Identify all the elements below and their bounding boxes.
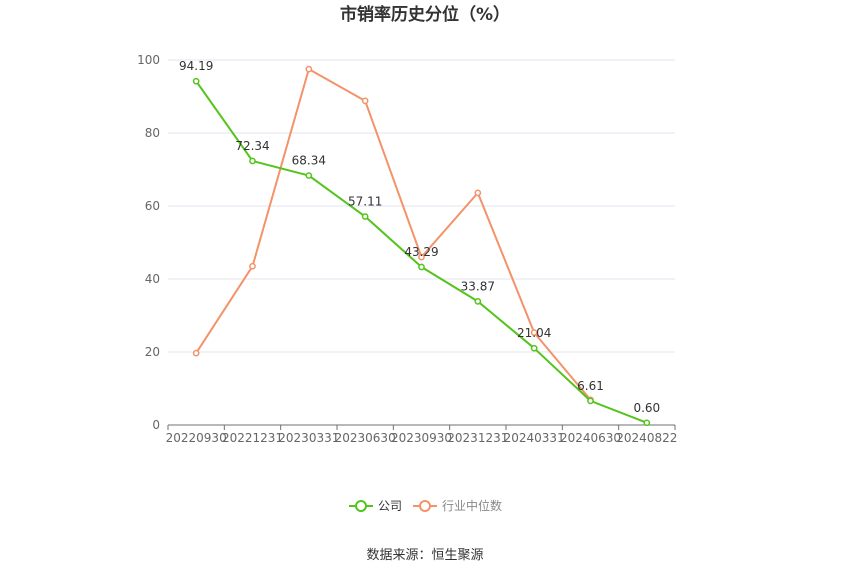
y-tick-label: 100 <box>137 53 160 67</box>
company-point <box>192 77 200 85</box>
x-tick-label: 20220930 <box>166 431 227 445</box>
grid-lines <box>168 59 675 353</box>
x-tick-label: 20230630 <box>335 431 396 445</box>
data-label: 72.34 <box>235 139 269 153</box>
data-label: 57.11 <box>348 195 382 209</box>
y-tick-label: 60 <box>145 199 160 213</box>
company-point <box>305 172 313 179</box>
company-point <box>418 263 425 271</box>
data-label: 6.61 <box>577 379 604 393</box>
y-tick-label: 0 <box>152 418 160 432</box>
data-label: 94.19 <box>179 59 213 73</box>
company-point <box>361 213 369 220</box>
chart-title: 市销率历史分位（%） <box>340 4 510 25</box>
x-tick-label: 20221231 <box>222 431 283 445</box>
x-tick-label: 20240630 <box>560 431 621 445</box>
legend-industry-label: 行业中位数 <box>442 498 502 513</box>
industry-point <box>418 253 425 261</box>
x-tick-label: 20230331 <box>278 431 339 445</box>
data-label: 0.60 <box>633 401 660 415</box>
industry-point <box>192 349 200 357</box>
y-tick-label: 80 <box>145 126 160 140</box>
data-label: 21.04 <box>517 326 551 340</box>
y-tick-label: 20 <box>145 345 160 359</box>
industry-point <box>530 329 538 337</box>
legend-company-marker <box>355 500 367 512</box>
industry-median-line <box>195 68 592 401</box>
data-label: 43.29 <box>404 245 438 259</box>
company-point <box>643 419 651 427</box>
industry-point <box>474 189 482 197</box>
data-label: 33.87 <box>461 279 495 293</box>
y-tick-label: 40 <box>145 272 160 286</box>
industry-point <box>249 262 256 270</box>
x-tick-label: 20240822 <box>616 431 677 445</box>
series-layer: 94.19 72.34 68.34 57.11 43.29 33.87 21.04 6.61 0… <box>179 59 660 427</box>
company-point <box>587 397 594 405</box>
legend-company-label: 公司 <box>378 499 402 513</box>
y-axis: 0 20 40 60 80 100 <box>137 53 160 432</box>
industry-point <box>305 65 313 73</box>
legend[interactable]: 公司 行业中位数 <box>349 498 502 513</box>
data-source: 数据来源：恒生聚源 <box>366 548 483 563</box>
company-point <box>249 157 256 165</box>
x-tick-label: 20231231 <box>447 431 508 445</box>
company-point <box>474 298 482 305</box>
data-label: 68.34 <box>292 154 326 168</box>
industry-point <box>361 97 369 105</box>
company-point <box>530 344 538 352</box>
x-axis: 2022093020221231202303312023063020230930… <box>166 424 677 445</box>
x-tick-label: 20230930 <box>391 431 452 445</box>
legend-industry-marker <box>419 500 431 512</box>
x-tick-label: 20240331 <box>504 431 565 445</box>
